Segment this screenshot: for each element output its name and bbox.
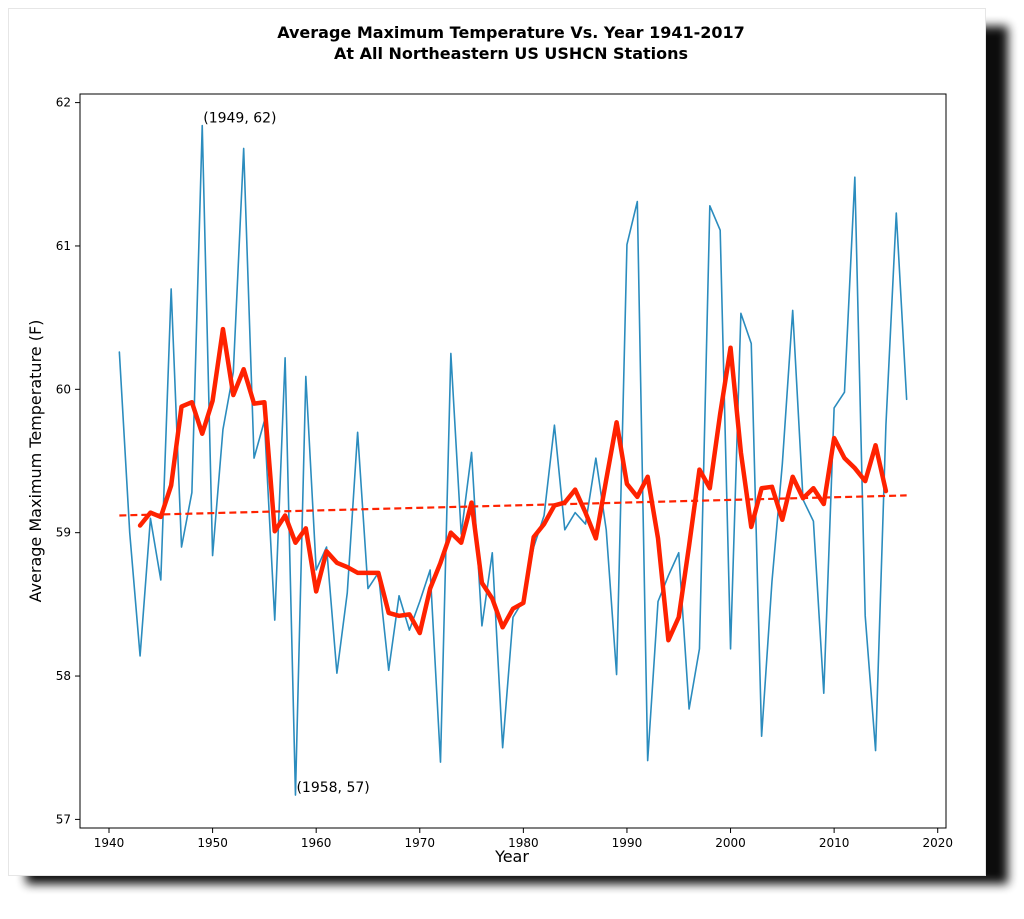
y-tick-label: 57 (56, 812, 71, 826)
plot-area (79, 93, 947, 829)
annotations: (1949, 62) (1958, 57) (203, 111, 370, 796)
y-tick-label: 60 (56, 382, 71, 396)
chart-title-line-2: At All Northeastern US USHCN Stations (334, 44, 688, 63)
series-layer (118, 124, 908, 796)
y-axis: 57 58 59 60 61 62 (56, 96, 80, 826)
point-annotation: (1958, 57) (296, 780, 369, 796)
series-line-annual (118, 124, 908, 796)
y-tick-label: 62 (56, 96, 71, 110)
series-line-moving-average (137, 326, 889, 643)
x-tick-label: 1940 (94, 836, 125, 850)
x-tick-label: 1970 (404, 836, 435, 850)
point-annotation: (1949, 62) (203, 111, 276, 127)
chart-frame (8, 8, 986, 876)
x-tick-label: 2000 (715, 836, 746, 850)
x-tick-label: 1960 (301, 836, 332, 850)
y-tick-label: 59 (56, 526, 71, 540)
y-axis-title: Average Maximum Temperature (F) (26, 320, 45, 603)
y-tick-label: 58 (56, 669, 71, 683)
x-tick-label: 1990 (612, 836, 643, 850)
x-axis: 1940 1950 1960 1970 1980 1990 2000 2010 2020 (94, 828, 953, 850)
x-tick-label: 2010 (819, 836, 850, 850)
chart-title-line-1: Average Maximum Temperature Vs. Year 194… (277, 23, 745, 42)
x-tick-label: 2020 (922, 836, 953, 850)
x-tick-label: 1950 (197, 836, 228, 850)
x-tick-label: 1980 (508, 836, 539, 850)
x-axis-title: Year (494, 847, 529, 866)
y-tick-label: 61 (56, 239, 71, 253)
